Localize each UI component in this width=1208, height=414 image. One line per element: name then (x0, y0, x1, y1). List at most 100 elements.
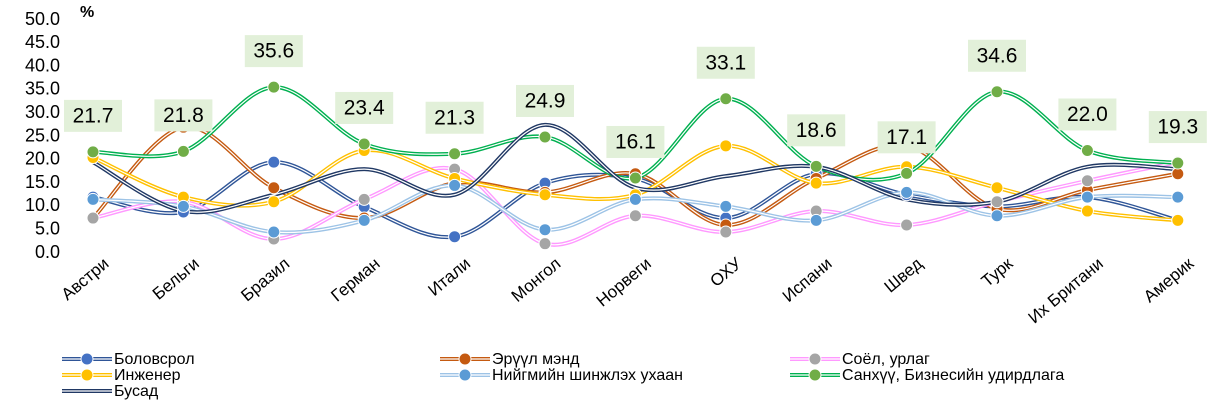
data-point (719, 92, 733, 106)
legend-marker (80, 352, 94, 366)
data-point (267, 80, 281, 94)
data-point (86, 192, 100, 206)
y-tick-label: 5.0 (35, 218, 60, 238)
x-tick-label: Норвеги (593, 254, 655, 310)
y-tick-label: 25.0 (25, 125, 60, 145)
y-tick-label: 35.0 (25, 79, 60, 99)
data-label: 17.1 (886, 126, 927, 149)
data-point (176, 144, 190, 158)
data-point (357, 137, 371, 151)
data-label-box (787, 114, 846, 147)
x-tick-label: Итали (425, 254, 475, 300)
data-point (719, 225, 733, 239)
legend-marker (458, 352, 472, 366)
data-point (538, 130, 552, 144)
data-point (990, 195, 1004, 209)
data-label: 19.3 (1157, 116, 1198, 139)
x-tick-label: Турк (978, 254, 1017, 291)
data-point (1171, 213, 1185, 227)
x-tick-label: Америк (1140, 254, 1198, 307)
data-label-box (516, 84, 574, 117)
data-point (1080, 204, 1094, 218)
data-point (990, 209, 1004, 223)
y-axis-label: % (80, 4, 94, 21)
data-label: 24.9 (525, 90, 566, 113)
data-label: 21.8 (163, 104, 204, 127)
data-label-box (1148, 111, 1207, 144)
data-point (538, 188, 552, 202)
y-tick-label: 50.0 (25, 9, 60, 29)
data-point (900, 166, 914, 180)
legend-marker (80, 368, 94, 382)
x-tick-label: Герман (327, 254, 383, 306)
data-point (900, 218, 914, 232)
data-label: 35.6 (253, 40, 294, 63)
data-point (86, 145, 100, 159)
data-label: 16.1 (615, 131, 656, 154)
data-point (990, 181, 1004, 195)
data-point (1080, 143, 1094, 157)
data-label-box (335, 91, 394, 124)
legend-label: Инженер (114, 367, 181, 384)
data-point (809, 213, 823, 227)
x-tick-label: Швед (881, 254, 927, 297)
x-tick-label: Бельги (149, 254, 203, 304)
data-point (176, 199, 190, 213)
x-tick-label: Австри (58, 254, 113, 304)
data-label-box (154, 99, 213, 132)
data-label: 34.6 (977, 44, 1018, 67)
legend-label: Эрүүл мэнд (492, 351, 580, 368)
data-point (267, 195, 281, 209)
data-point (267, 155, 281, 169)
data-point (628, 192, 642, 206)
data-label-box (606, 125, 665, 158)
data-point (1080, 174, 1094, 188)
data-label: 18.6 (796, 119, 837, 142)
data-point (357, 192, 371, 206)
y-tick-label: 30.0 (25, 102, 60, 122)
data-point (719, 139, 733, 153)
x-tick-label: Монгол (508, 254, 565, 306)
data-label-box (244, 35, 303, 68)
data-point (990, 85, 1004, 99)
legend-label: Бусад (114, 383, 159, 400)
data-label-box (696, 46, 755, 79)
data-point (267, 225, 281, 239)
y-tick-label: 10.0 (25, 195, 60, 215)
data-point (538, 223, 552, 237)
legend-marker (458, 368, 472, 382)
y-tick-label: 40.0 (25, 55, 60, 75)
data-point (900, 185, 914, 199)
y-tick-label: 15.0 (25, 172, 60, 192)
legend-marker (808, 368, 822, 382)
legend-label: Санхүү, Бизнесийн удирдлага (842, 367, 1064, 384)
x-tick-label: Бразил (237, 254, 293, 305)
legend-label: Боловсрол (114, 351, 195, 368)
y-tick-label: 0.0 (35, 242, 60, 262)
data-point (628, 171, 642, 185)
data-label-box (877, 121, 936, 154)
data-label-box (968, 39, 1026, 72)
data-point (1171, 190, 1185, 204)
x-tick-label: Их Британи (1025, 254, 1107, 327)
legend-label: Нийгмийн шинжлэх ухаан (492, 367, 683, 384)
data-label-box (64, 99, 122, 132)
data-label: 23.4 (344, 97, 385, 120)
data-label: 33.1 (705, 51, 746, 74)
data-label: 21.7 (73, 104, 114, 127)
data-label-box (1058, 98, 1117, 131)
data-point (448, 230, 462, 244)
data-point (448, 178, 462, 192)
y-tick-label: 45.0 (25, 32, 60, 52)
data-point (448, 147, 462, 161)
data-point (357, 213, 371, 227)
data-point (809, 176, 823, 190)
data-point (1171, 156, 1185, 170)
data-point (1171, 167, 1185, 181)
data-label: 21.3 (434, 106, 475, 129)
y-tick-label: 20.0 (25, 149, 60, 169)
legend-label: Соёл, урлаг (842, 351, 930, 368)
x-tick-label: ОХУ (707, 254, 746, 291)
data-point (719, 199, 733, 213)
data-point (809, 159, 823, 173)
